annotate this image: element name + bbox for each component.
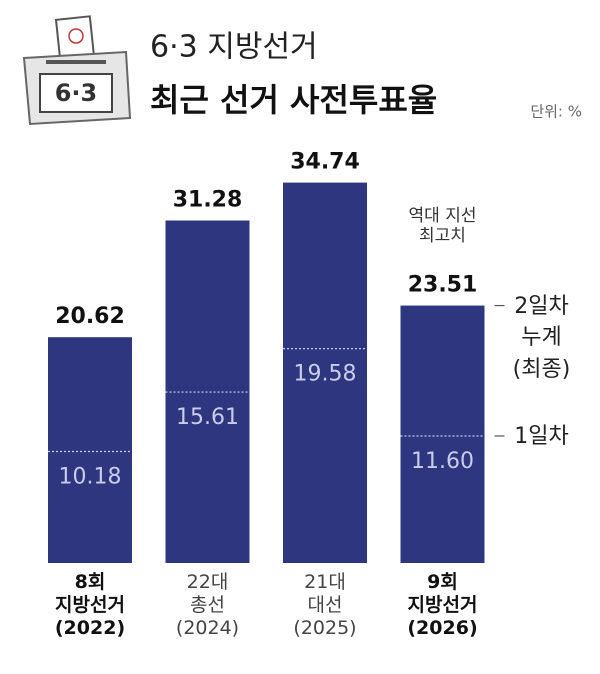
bar xyxy=(48,337,132,563)
x-tick-label: 21대 대선 (2025) xyxy=(293,571,357,639)
value-label: 23.51 xyxy=(408,273,478,298)
day1-label: 10.18 xyxy=(59,465,122,490)
value-label: 20.62 xyxy=(55,304,125,329)
bar xyxy=(283,182,367,564)
legend-label: 1일차 xyxy=(514,423,569,449)
value-label: 34.74 xyxy=(290,150,360,175)
x-tick-label: 9회 지방선거 (2026) xyxy=(407,571,478,639)
icon-text: 6·3 xyxy=(55,79,98,107)
day1-label: 15.61 xyxy=(176,405,239,430)
title: 6·3 지방선거 xyxy=(150,30,318,65)
ballot-box-icon: 6·3 xyxy=(22,15,132,126)
unit: 단위: % xyxy=(530,103,582,121)
x-tick-label: 8회 지방선거 (2022) xyxy=(54,571,126,639)
subtitle: 최근 선거 사전투표율 xyxy=(150,81,437,119)
x-tick-label: 22대 총선 (2024) xyxy=(175,571,240,639)
legend-label: 2일차 누계 (최종) xyxy=(512,293,571,383)
day1-label: 11.60 xyxy=(411,449,474,474)
annotation: 역대 지선 최고치 xyxy=(408,205,477,246)
bar xyxy=(400,305,485,563)
value-label: 31.28 xyxy=(173,187,243,212)
day1-label: 19.58 xyxy=(294,362,357,387)
